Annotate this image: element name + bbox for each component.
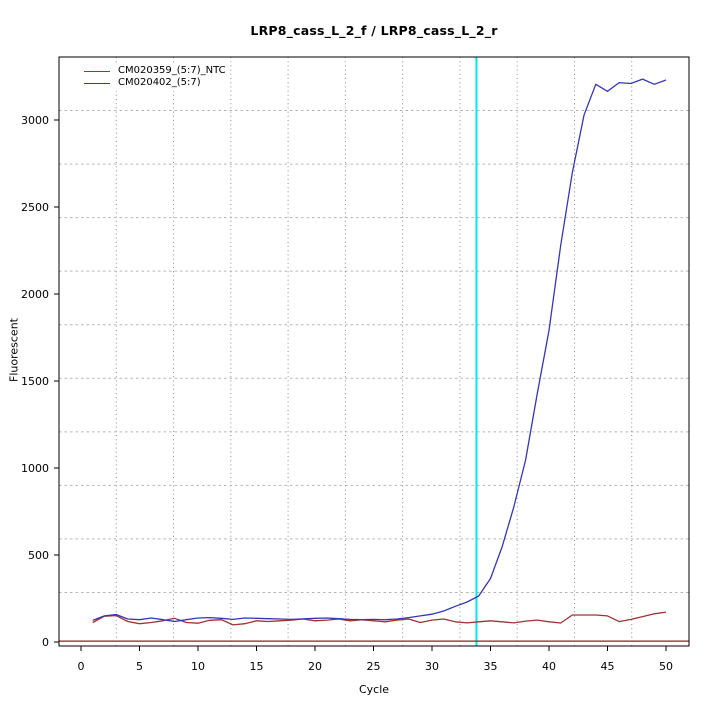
y-tick-label: 1500 xyxy=(21,375,49,388)
y-tick-label: 1000 xyxy=(21,462,49,475)
series-line-ntc xyxy=(92,611,667,626)
y-tick-label: 0 xyxy=(42,636,49,649)
x-tick-label: 5 xyxy=(136,660,143,673)
legend-line-swatch-sample xyxy=(84,82,110,84)
x-tick-label: 45 xyxy=(601,660,615,673)
legend: CM020359_(5:7)_NTC CM020402_(5:7) xyxy=(66,64,230,91)
y-tick-label: 500 xyxy=(28,549,49,562)
y-tick-label: 2500 xyxy=(21,201,49,214)
x-tick-label: 20 xyxy=(308,660,322,673)
legend-label-ntc: CM020359_(5:7)_NTC xyxy=(118,65,226,76)
plot-border xyxy=(58,56,690,647)
x-tick-label: 40 xyxy=(542,660,556,673)
x-tick-label: 35 xyxy=(484,660,498,673)
x-tick-label: 50 xyxy=(659,660,673,673)
x-axis-label: Cycle xyxy=(358,683,390,696)
y-tick-label: 3000 xyxy=(21,114,49,127)
chart-title: LRP8_cass_L_2_f / LRP8_cass_L_2_r xyxy=(250,23,498,38)
legend-label-sample: CM020402_(5:7) xyxy=(118,77,201,88)
x-tick-label: 0 xyxy=(78,660,85,673)
y-tick-label: 2000 xyxy=(21,288,49,301)
x-tick-label: 15 xyxy=(250,660,264,673)
x-tick-label: 10 xyxy=(191,660,205,673)
x-tick-label: 30 xyxy=(425,660,439,673)
legend-item-sample: CM020402_(5:7) xyxy=(68,77,226,89)
x-tick-label: 25 xyxy=(367,660,381,673)
legend-line-swatch-ntc xyxy=(84,70,110,72)
legend-item-ntc: CM020359_(5:7)_NTC xyxy=(68,65,226,77)
series-line-sample xyxy=(92,78,667,623)
